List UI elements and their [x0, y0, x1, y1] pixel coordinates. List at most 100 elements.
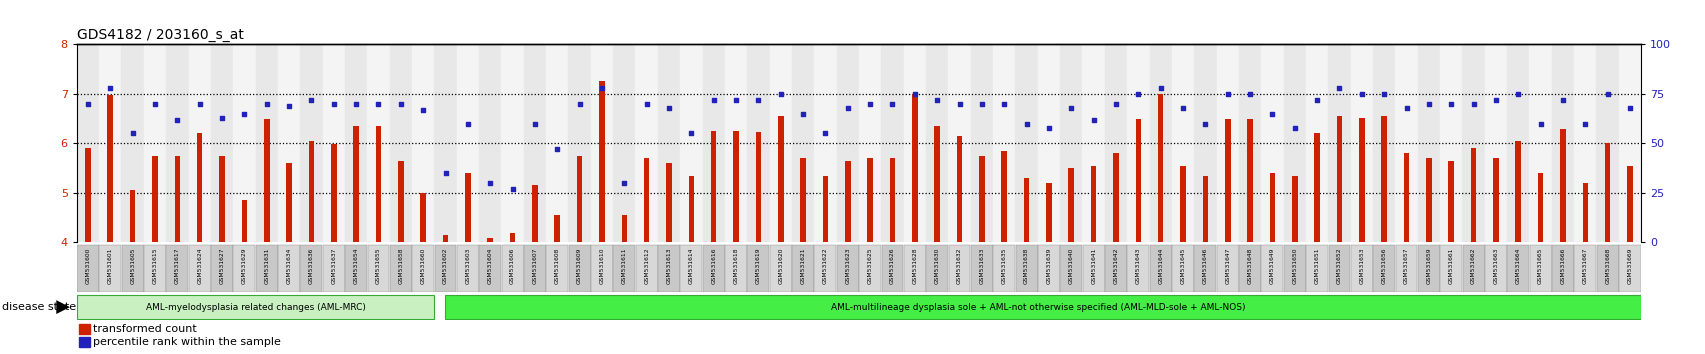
Bar — [912, 94, 917, 242]
Text: GSM531620: GSM531620 — [777, 247, 783, 284]
FancyBboxPatch shape — [948, 245, 970, 292]
Bar — [130, 190, 135, 242]
FancyBboxPatch shape — [1238, 245, 1260, 292]
FancyBboxPatch shape — [1061, 245, 1081, 292]
Bar — [107, 95, 113, 242]
Text: GSM531646: GSM531646 — [1202, 247, 1207, 284]
FancyBboxPatch shape — [769, 245, 791, 292]
FancyBboxPatch shape — [1529, 245, 1550, 292]
FancyBboxPatch shape — [926, 245, 948, 292]
Bar — [1158, 94, 1163, 242]
FancyBboxPatch shape — [77, 245, 99, 292]
Text: GSM531612: GSM531612 — [644, 247, 650, 284]
Point — [1236, 91, 1263, 97]
Text: GSM531647: GSM531647 — [1224, 247, 1229, 284]
Bar — [1529, 44, 1552, 242]
Point — [1459, 101, 1487, 107]
FancyBboxPatch shape — [1483, 245, 1506, 292]
Text: GSM531651: GSM531651 — [1315, 247, 1320, 284]
Text: GSM531613: GSM531613 — [667, 247, 672, 284]
Point — [856, 101, 883, 107]
Point — [945, 101, 972, 107]
Bar — [1306, 44, 1328, 242]
Bar — [992, 44, 1014, 242]
FancyBboxPatch shape — [546, 245, 568, 292]
Bar — [1067, 168, 1074, 242]
Bar — [322, 44, 344, 242]
Text: GSM531638: GSM531638 — [1023, 247, 1028, 284]
Bar — [1582, 183, 1587, 242]
FancyBboxPatch shape — [658, 245, 680, 292]
Point — [1615, 105, 1642, 110]
FancyBboxPatch shape — [143, 245, 165, 292]
FancyBboxPatch shape — [1439, 245, 1461, 292]
Bar — [1194, 44, 1216, 242]
Bar — [465, 173, 471, 242]
FancyBboxPatch shape — [970, 245, 992, 292]
Bar — [576, 156, 581, 242]
Bar — [413, 44, 435, 242]
Point — [968, 101, 996, 107]
FancyBboxPatch shape — [1083, 245, 1103, 292]
FancyBboxPatch shape — [501, 245, 523, 292]
FancyBboxPatch shape — [1350, 245, 1373, 292]
Text: GSM531619: GSM531619 — [755, 247, 760, 284]
FancyBboxPatch shape — [1306, 245, 1326, 292]
Point — [1214, 91, 1241, 97]
Text: GSM531637: GSM531637 — [331, 247, 336, 284]
Bar — [813, 44, 835, 242]
Point — [677, 131, 704, 136]
Bar — [1337, 116, 1342, 242]
Bar — [1014, 44, 1037, 242]
FancyBboxPatch shape — [1284, 245, 1304, 292]
Point — [1504, 91, 1531, 97]
Point — [588, 85, 616, 91]
Point — [900, 91, 928, 97]
Text: GSM531610: GSM531610 — [598, 247, 604, 284]
Point — [208, 115, 235, 120]
Text: GSM531662: GSM531662 — [1470, 247, 1475, 284]
Bar — [725, 44, 747, 242]
Text: disease state: disease state — [2, 302, 75, 312]
Bar — [859, 44, 881, 242]
Bar — [479, 44, 501, 242]
Point — [298, 97, 326, 103]
Bar — [747, 44, 769, 242]
FancyBboxPatch shape — [1574, 245, 1596, 292]
Text: GSM531639: GSM531639 — [1045, 247, 1050, 284]
Bar — [196, 133, 203, 242]
Point — [1325, 85, 1352, 91]
Bar — [1113, 153, 1118, 242]
Point — [431, 170, 459, 176]
Text: GSM531618: GSM531618 — [733, 247, 738, 284]
Point — [164, 117, 191, 122]
Bar — [1037, 44, 1059, 242]
Text: percentile rank within the sample: percentile rank within the sample — [92, 337, 281, 347]
Point — [1057, 105, 1084, 110]
Text: GDS4182 / 203160_s_at: GDS4182 / 203160_s_at — [77, 28, 244, 42]
Text: GSM531626: GSM531626 — [890, 247, 895, 284]
Text: GSM531630: GSM531630 — [934, 247, 939, 284]
FancyBboxPatch shape — [77, 295, 433, 319]
FancyBboxPatch shape — [590, 245, 612, 292]
Bar — [777, 116, 783, 242]
Text: GSM531636: GSM531636 — [309, 247, 314, 284]
Bar — [904, 44, 926, 242]
Point — [476, 180, 503, 186]
FancyBboxPatch shape — [189, 245, 210, 292]
Point — [1303, 97, 1330, 103]
Bar — [1560, 129, 1565, 242]
Point — [1101, 101, 1129, 107]
FancyBboxPatch shape — [1373, 245, 1395, 292]
Bar — [621, 215, 627, 242]
Point — [321, 101, 348, 107]
Bar — [1171, 44, 1193, 242]
Point — [1146, 85, 1173, 91]
Bar — [1001, 151, 1006, 242]
FancyBboxPatch shape — [322, 245, 344, 292]
Text: GSM531602: GSM531602 — [443, 247, 448, 284]
FancyBboxPatch shape — [859, 245, 880, 292]
Text: GSM531608: GSM531608 — [554, 247, 559, 284]
Text: GSM531623: GSM531623 — [844, 247, 849, 284]
Point — [812, 131, 839, 136]
